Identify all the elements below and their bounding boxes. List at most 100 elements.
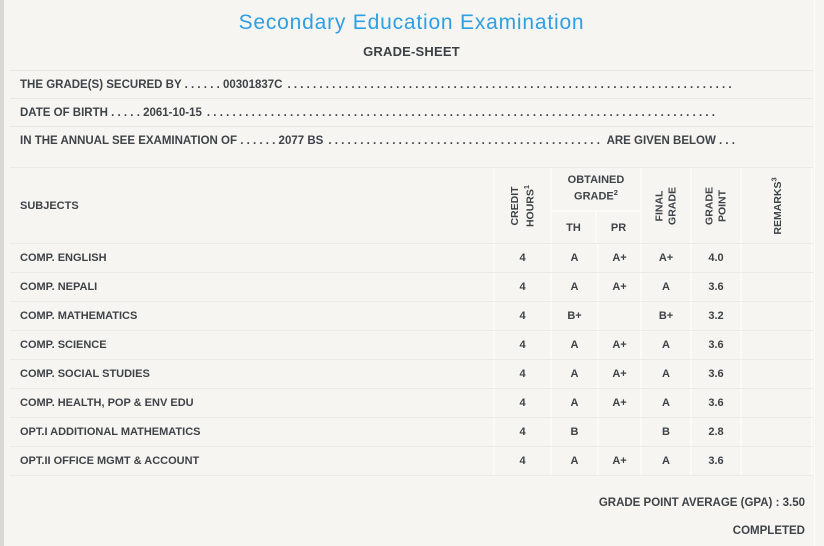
subject-cell: COMP. SOCIAL STUDIES <box>20 368 150 380</box>
header-credit-hours: CREDIT HOURS1 <box>493 168 550 243</box>
obtained-grade-superscript: 2 <box>613 187 618 197</box>
subject-cell: COMP. NEPALI <box>20 281 98 293</box>
header-final-grade: FINAL GRADE <box>640 168 690 243</box>
th-grade-cell: A <box>550 331 597 359</box>
th-grade-cell: B <box>550 418 597 446</box>
pr-grade-cell: A+ <box>597 389 640 417</box>
info-line-date-of-birth: DATE OF BIRTH . . . . . 2061-10-15 . . .… <box>10 98 813 126</box>
final-grade-cell: B+ <box>640 302 690 330</box>
left-edge-strip <box>0 0 4 546</box>
credit-hours-cell: 4 <box>493 360 550 388</box>
pr-grade-cell <box>597 302 640 330</box>
dot-leader: . . . . . . . . . . . . . . . . . . . . … <box>287 78 735 91</box>
header-grade-point: GRADE POINT <box>690 168 740 243</box>
summary-footer: GRADE POINT AVERAGE (GPA) : 3.50 COMPLET… <box>10 489 813 545</box>
credit-hours-cell: 4 <box>493 447 550 475</box>
pr-grade-cell: A+ <box>597 244 640 272</box>
th-grade-cell: A <box>550 273 597 301</box>
completion-status: COMPLETED <box>732 525 805 537</box>
table-row: COMP. MATHEMATICS 4 B+ B+ 3.2 <box>10 301 813 330</box>
table-row: COMP. ENGLISH 4 A A+ A+ 4.0 <box>10 243 813 272</box>
credit-hours-cell: 4 <box>493 244 550 272</box>
table-row: COMP. HEALTH, POP & ENV EDU 4 A A+ A 3.6 <box>10 388 813 417</box>
document: Secondary Education Examination GRADE-SH… <box>10 0 813 545</box>
info-line-grades-secured-by: THE GRADE(S) SECURED BY . . . . . . 0030… <box>10 70 813 98</box>
remarks-superscript: 3 <box>768 176 778 182</box>
pr-grade-cell <box>597 418 640 446</box>
right-edge-line <box>814 0 815 546</box>
header-pr: PR <box>610 221 627 234</box>
subject-cell: OPT.I ADDITIONAL MATHEMATICS <box>20 426 201 438</box>
th-grade-cell: A <box>550 389 597 417</box>
table-body: COMP. ENGLISH 4 A A+ A+ 4.0 COMP. NEPALI… <box>10 243 813 476</box>
grade-point-cell: 3.6 <box>690 389 740 417</box>
info-line-suffix: ARE GIVEN BELOW . . . <box>606 134 735 147</box>
remarks-cell <box>740 331 813 359</box>
grade-point-cell: 4.0 <box>690 244 740 272</box>
grade-point-cell: 2.8 <box>690 418 740 446</box>
subject-cell: COMP. MATHEMATICS <box>20 310 138 322</box>
remarks-cell <box>740 360 813 388</box>
dot-leader: . . . . . . . . . . . . . . . . . . . . … <box>328 134 601 147</box>
th-grade-cell: A <box>550 447 597 475</box>
credit-hours-cell: 4 <box>493 418 550 446</box>
table-row: OPT.II OFFICE MGMT & ACCOUNT 4 A A+ A 3.… <box>10 446 813 475</box>
credit-hours-cell: 4 <box>493 302 550 330</box>
grade-point-cell: 3.6 <box>690 273 740 301</box>
remarks-cell <box>740 389 813 417</box>
final-grade-cell: A <box>640 331 690 359</box>
subject-cell: COMP. HEALTH, POP & ENV EDU <box>20 397 194 409</box>
header-subjects: SUBJECTS <box>10 168 493 243</box>
subject-cell: COMP. ENGLISH <box>20 252 107 264</box>
header-th: TH <box>552 212 597 243</box>
table-row: COMP. SCIENCE 4 A A+ A 3.6 <box>10 330 813 359</box>
page-title: Secondary Education Examination <box>238 11 585 34</box>
grade-point-cell: 3.6 <box>690 447 740 475</box>
info-line-text: DATE OF BIRTH . . . . . 2061-10-15 <box>20 106 202 119</box>
remarks-cell <box>740 418 813 446</box>
header-grade-point-label: GRADE POINT <box>703 186 728 225</box>
remarks-cell <box>740 447 813 475</box>
grade-point-cell: 3.6 <box>690 331 740 359</box>
credit-hours-cell: 4 <box>493 389 550 417</box>
final-grade-cell: A <box>640 447 690 475</box>
header-remarks: REMARKS3 <box>740 168 813 243</box>
remarks-cell <box>740 302 813 330</box>
candidate-info: THE GRADE(S) SECURED BY . . . . . . 0030… <box>10 70 813 154</box>
remarks-cell <box>740 244 813 272</box>
info-line-text: IN THE ANNUAL SEE EXAMINATION OF . . . .… <box>20 134 324 147</box>
info-line-text: THE GRADE(S) SECURED BY . . . . . . 0030… <box>20 78 283 91</box>
subject-cell: COMP. SCIENCE <box>20 339 107 351</box>
subject-cell: OPT.II OFFICE MGMT & ACCOUNT <box>20 455 200 467</box>
header-th-pr-row: TH PR <box>552 212 640 243</box>
final-grade-cell: A+ <box>640 244 690 272</box>
table-header-row: SUBJECTS CREDIT HOURS1 OBTAINED GRADE2 T… <box>10 167 813 243</box>
table-row: COMP. NEPALI 4 A A+ A 3.6 <box>10 272 813 301</box>
th-grade-cell: A <box>550 244 597 272</box>
pr-grade-cell: A+ <box>597 360 640 388</box>
grades-table: SUBJECTS CREDIT HOURS1 OBTAINED GRADE2 T… <box>10 167 813 476</box>
pr-grade-cell: A+ <box>597 273 640 301</box>
header-subjects-label: SUBJECTS <box>20 199 79 212</box>
remarks-cell <box>740 273 813 301</box>
grade-point-cell: 3.6 <box>690 360 740 388</box>
header-obtained-grade-group: OBTAINED GRADE2 TH PR <box>550 168 640 243</box>
info-line-examination-year: IN THE ANNUAL SEE EXAMINATION OF . . . .… <box>10 126 813 154</box>
header-remarks-label: REMARKS3 <box>768 176 784 235</box>
gpa-line: GRADE POINT AVERAGE (GPA) : 3.50 <box>598 497 805 509</box>
header-final-grade-label: FINAL GRADE <box>653 186 678 225</box>
credit-hours-superscript: 1 <box>521 184 531 189</box>
final-grade-cell: A <box>640 273 690 301</box>
pr-grade-cell: A+ <box>597 331 640 359</box>
table-row: COMP. SOCIAL STUDIES 4 A A+ A 3.6 <box>10 359 813 388</box>
credit-hours-cell: 4 <box>493 331 550 359</box>
header-credit-hours-label: CREDIT HOURS1 <box>508 184 536 227</box>
grade-point-cell: 3.2 <box>690 302 740 330</box>
table-row: OPT.I ADDITIONAL MATHEMATICS 4 B B 2.8 <box>10 417 813 446</box>
th-grade-cell: A <box>550 360 597 388</box>
header-obtained-grade: OBTAINED GRADE2 <box>552 168 640 212</box>
th-grade-cell: B+ <box>550 302 597 330</box>
final-grade-cell: B <box>640 418 690 446</box>
final-grade-cell: A <box>640 389 690 417</box>
